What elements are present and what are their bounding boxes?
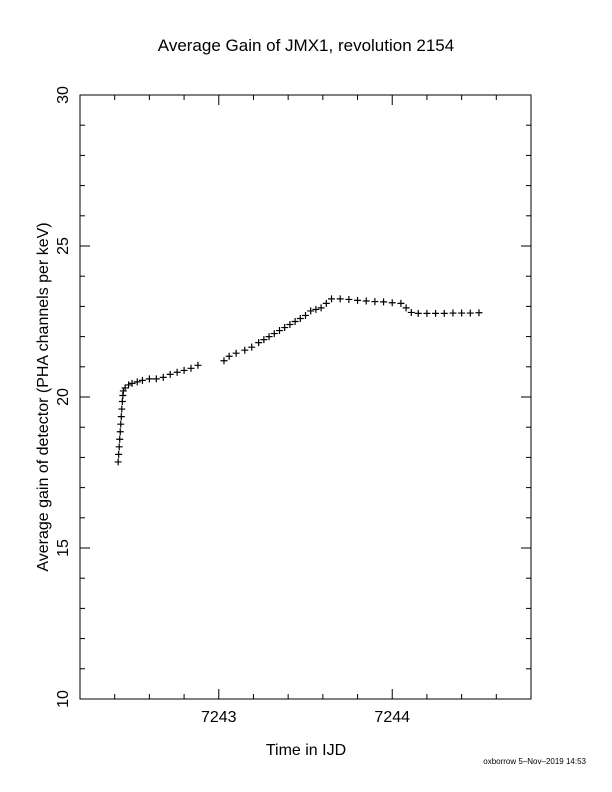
data-point <box>388 299 396 307</box>
x-tick-label: 7244 <box>374 709 410 726</box>
data-point <box>317 304 325 312</box>
data-point <box>115 450 123 458</box>
data-point <box>281 324 289 332</box>
data-point <box>173 368 181 376</box>
data-point <box>145 375 153 383</box>
data-point <box>380 298 388 306</box>
data-point <box>118 398 126 406</box>
data-point <box>115 443 123 451</box>
footer-credit: oxborrow 5–Nov–2019 14:53 <box>483 757 586 766</box>
data-point <box>414 309 422 317</box>
data-point <box>248 343 256 351</box>
tick-labels: 10 15 20 25 30 7243 7244 <box>55 86 410 726</box>
x-tick-label: 7243 <box>201 709 237 726</box>
data-point <box>128 379 136 387</box>
y-tick-label: 10 <box>55 690 72 708</box>
data-point <box>152 375 160 383</box>
data-point <box>260 336 268 344</box>
data-point <box>117 420 125 428</box>
chart-title: Average Gain of JMX1, revolution 2154 <box>157 36 455 55</box>
data-point <box>354 296 362 304</box>
data-point <box>116 428 124 436</box>
data-point <box>180 366 188 374</box>
data-point <box>232 349 240 357</box>
data-point <box>362 297 370 305</box>
data-point <box>440 309 448 317</box>
data-point <box>345 295 353 303</box>
data-point <box>241 346 249 354</box>
data-point <box>302 311 309 319</box>
y-tick-label: 20 <box>55 388 72 406</box>
data-point <box>322 299 330 307</box>
data-point <box>138 376 146 384</box>
data-point <box>159 373 167 381</box>
data-point <box>187 364 195 372</box>
data-point <box>118 405 126 413</box>
data-markers <box>114 295 483 466</box>
data-point <box>296 314 304 322</box>
data-point <box>449 309 457 317</box>
plot-frame <box>79 94 532 700</box>
data-point <box>475 309 483 317</box>
y-axis-label: Average gain of detector (PHA channels p… <box>35 222 52 571</box>
data-point <box>133 378 141 386</box>
data-point <box>407 308 415 316</box>
data-point <box>432 309 440 317</box>
data-point <box>402 304 410 312</box>
data-point <box>466 309 474 317</box>
data-point <box>121 384 129 392</box>
data-point <box>166 370 174 378</box>
data-point <box>397 299 405 307</box>
data-point <box>371 298 379 306</box>
data-point <box>275 327 283 335</box>
data-point <box>270 330 278 338</box>
data-point <box>114 458 122 466</box>
data-point <box>336 295 344 303</box>
y-tick-label: 30 <box>55 86 72 104</box>
y-tick-label: 15 <box>55 539 72 557</box>
data-point <box>194 361 202 369</box>
data-point <box>312 305 320 313</box>
x-axis-label: Time in IJD <box>266 742 346 759</box>
data-point <box>225 352 233 360</box>
data-point <box>328 295 336 303</box>
data-point <box>116 435 124 443</box>
data-point <box>423 309 431 317</box>
data-point <box>255 339 263 347</box>
data-point <box>286 321 294 329</box>
data-point <box>291 318 299 325</box>
data-point <box>265 333 273 341</box>
data-point <box>220 357 228 365</box>
y-tick-label: 25 <box>55 237 72 255</box>
data-point <box>125 381 133 389</box>
data-point <box>307 307 315 315</box>
axis-ticks <box>79 94 532 700</box>
data-point <box>117 413 125 421</box>
data-point <box>458 309 466 317</box>
